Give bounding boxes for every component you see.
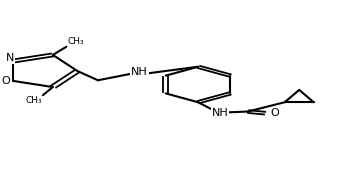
- Text: CH₃: CH₃: [68, 37, 84, 46]
- Text: NH: NH: [131, 67, 148, 77]
- Text: O: O: [271, 108, 279, 118]
- Text: NH: NH: [212, 108, 229, 118]
- Text: N: N: [5, 53, 14, 63]
- Text: O: O: [1, 76, 10, 86]
- Text: CH₃: CH₃: [26, 96, 42, 105]
